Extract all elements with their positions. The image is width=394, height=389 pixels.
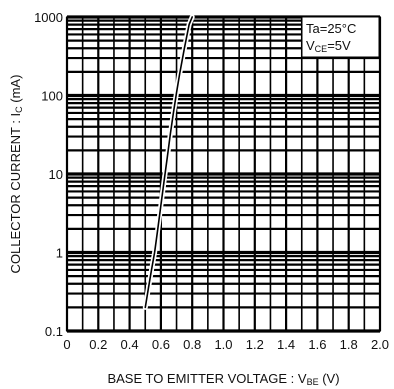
x-axis-label-main: BASE TO EMITTER VOLTAGE : V [107, 371, 306, 386]
x-tick-label: 1.0 [214, 337, 232, 352]
legend-vce: VCE=5V [306, 38, 351, 54]
legend-vce-sub: CE [315, 44, 328, 54]
y-tick-label: 10 [49, 167, 63, 182]
legend: Ta=25°C VCE=5V [301, 16, 380, 58]
y-tick-labels: 0.1 1 10 100 1000 [34, 10, 63, 339]
grid [65, 15, 382, 333]
y-axis-label-sub: C [14, 106, 24, 113]
y-tick-label: 1000 [34, 10, 63, 25]
legend-box [301, 16, 380, 58]
x-axis-label-sub: BE [307, 377, 319, 387]
x-tick-label: 0.2 [89, 337, 107, 352]
y-axis-label: COLLECTOR CURRENT : IC (mA) [8, 75, 24, 274]
legend-vce-rest: =5V [327, 38, 351, 53]
x-axis-label-unit: (V) [319, 371, 340, 386]
x-tick-label: 0.4 [121, 337, 139, 352]
x-tick-label: 0 [63, 337, 70, 352]
x-tick-label: 1.8 [340, 337, 358, 352]
y-axis-label-unit: (mA) [8, 75, 23, 107]
x-tick-label: 1.2 [246, 337, 264, 352]
legend-ta-text: Ta=25°C [306, 21, 356, 36]
x-tick-label: 0.6 [152, 337, 170, 352]
plot-frame [66, 16, 381, 332]
y-axis-label-main: COLLECTOR CURRENT : I [8, 113, 23, 274]
y-tick-label: 100 [41, 89, 63, 104]
series-line [144, 16, 193, 309]
legend-ta: Ta=25°C [306, 21, 356, 36]
x-tick-label: 0.8 [183, 337, 201, 352]
y-tick-label: 1 [56, 246, 63, 261]
x-tick-label: 2.0 [371, 337, 389, 352]
x-axis-label: BASE TO EMITTER VOLTAGE : VBE (V) [107, 371, 339, 387]
x-tick-label: 1.6 [308, 337, 326, 352]
x-tick-label: 1.4 [277, 337, 295, 352]
y-tick-label: 0.1 [45, 324, 63, 339]
x-tick-labels: 0 0.2 0.4 0.6 0.8 1.0 1.2 1.4 1.6 1.8 2.0 [63, 337, 389, 352]
legend-vce-main: V [306, 38, 315, 53]
curve-layer [142, 14, 195, 310]
